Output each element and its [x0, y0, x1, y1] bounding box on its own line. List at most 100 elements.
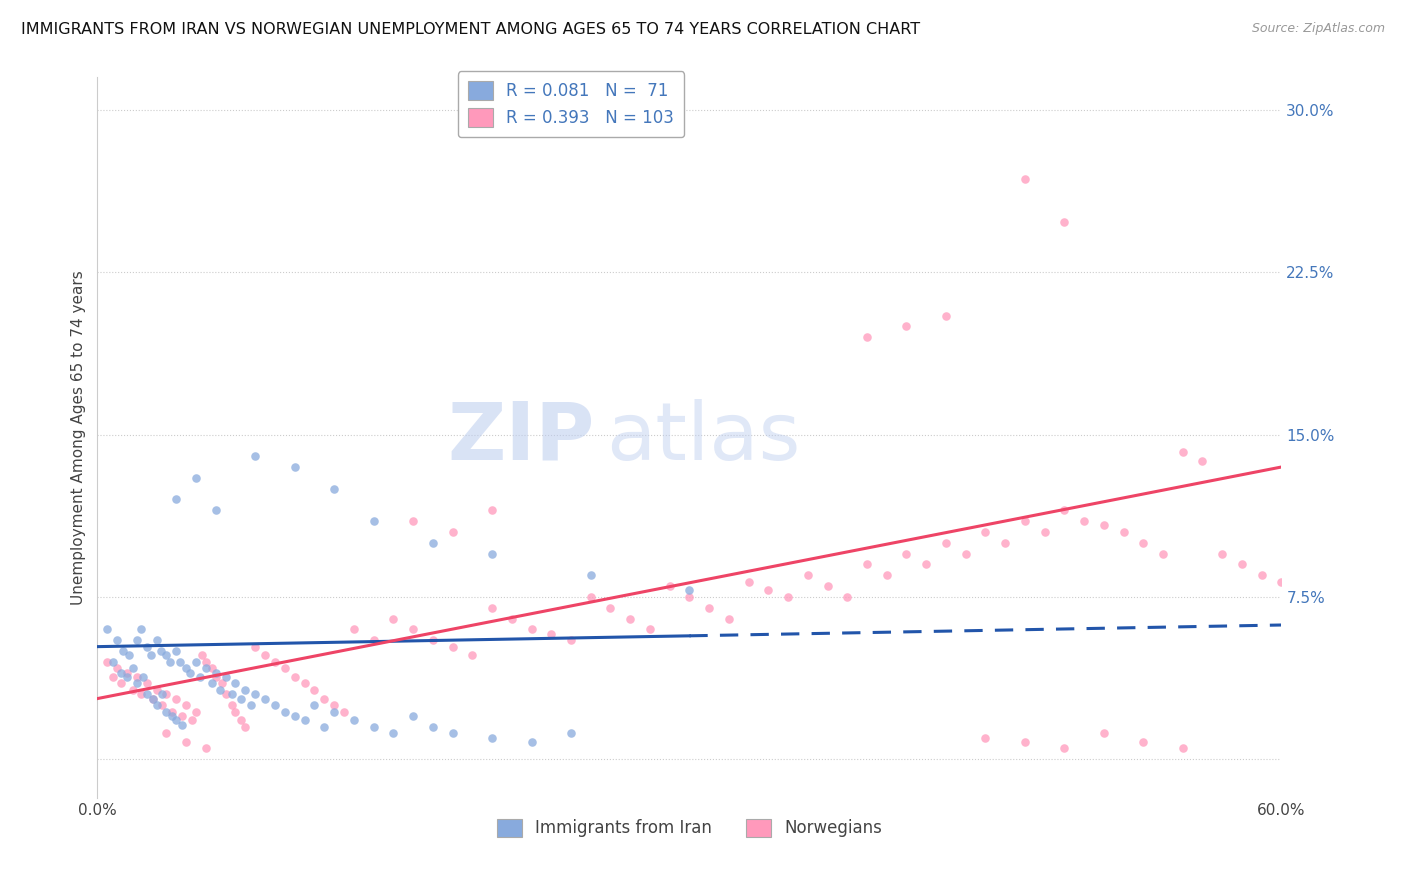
Point	[204, 503, 226, 517]
Point	[1171, 741, 1194, 756]
Point	[174, 661, 197, 675]
Point	[1152, 547, 1174, 561]
Point	[231, 691, 253, 706]
Point	[422, 633, 444, 648]
Point	[1033, 524, 1056, 539]
Point	[135, 687, 157, 701]
Point	[1014, 735, 1036, 749]
Point	[856, 558, 879, 572]
Point	[382, 611, 405, 625]
Point	[194, 655, 217, 669]
Point	[165, 691, 187, 706]
Point	[179, 665, 201, 680]
Point	[129, 687, 152, 701]
Point	[264, 655, 287, 669]
Point	[194, 741, 217, 756]
Point	[284, 709, 307, 723]
Point	[111, 644, 134, 658]
Point	[817, 579, 839, 593]
Point	[172, 709, 194, 723]
Point	[142, 691, 165, 706]
Point	[125, 670, 148, 684]
Point	[224, 705, 246, 719]
Point	[214, 670, 236, 684]
Point	[314, 720, 336, 734]
Point	[115, 665, 138, 680]
Point	[323, 482, 346, 496]
Point	[264, 698, 287, 712]
Point	[96, 655, 118, 669]
Point	[129, 623, 152, 637]
Point	[343, 713, 366, 727]
Point	[461, 648, 484, 663]
Point	[105, 661, 128, 675]
Point	[105, 633, 128, 648]
Point	[481, 547, 503, 561]
Point	[115, 670, 138, 684]
Point	[1250, 568, 1272, 582]
Point	[208, 682, 231, 697]
Point	[955, 547, 977, 561]
Y-axis label: Unemployment Among Ages 65 to 74 years: Unemployment Among Ages 65 to 74 years	[72, 270, 86, 605]
Point	[481, 731, 503, 745]
Point	[101, 670, 124, 684]
Point	[165, 713, 187, 727]
Point	[501, 611, 523, 625]
Point	[101, 655, 124, 669]
Point	[169, 655, 191, 669]
Point	[194, 661, 217, 675]
Point	[579, 568, 602, 582]
Point	[697, 600, 720, 615]
Point	[481, 503, 503, 517]
Point	[162, 709, 184, 723]
Point	[876, 568, 898, 582]
Point	[188, 670, 211, 684]
Point	[1132, 735, 1154, 749]
Point	[284, 670, 307, 684]
Point	[1053, 503, 1076, 517]
Point	[658, 579, 681, 593]
Point	[142, 691, 165, 706]
Point	[1053, 215, 1076, 229]
Point	[1014, 514, 1036, 528]
Point	[122, 682, 145, 697]
Point	[441, 524, 464, 539]
Point	[363, 633, 385, 648]
Point	[560, 726, 582, 740]
Point	[145, 698, 167, 712]
Point	[155, 687, 177, 701]
Point	[172, 717, 194, 731]
Point	[184, 655, 207, 669]
Point	[155, 726, 177, 740]
Point	[1053, 741, 1076, 756]
Point	[935, 309, 957, 323]
Point	[235, 720, 257, 734]
Point	[304, 698, 326, 712]
Point	[274, 661, 297, 675]
Point	[221, 687, 243, 701]
Point	[776, 590, 799, 604]
Point	[221, 698, 243, 712]
Point	[1171, 445, 1194, 459]
Point	[159, 655, 181, 669]
Point	[896, 547, 918, 561]
Point	[294, 676, 316, 690]
Point	[214, 687, 236, 701]
Point	[1211, 547, 1233, 561]
Point	[382, 726, 405, 740]
Point	[1191, 453, 1213, 467]
Point	[245, 449, 267, 463]
Point	[191, 648, 214, 663]
Point	[165, 492, 187, 507]
Point	[135, 676, 157, 690]
Point	[174, 735, 197, 749]
Point	[402, 709, 425, 723]
Point	[638, 623, 661, 637]
Point	[560, 633, 582, 648]
Point	[118, 648, 141, 663]
Text: Source: ZipAtlas.com: Source: ZipAtlas.com	[1251, 22, 1385, 36]
Point	[520, 735, 543, 749]
Point	[540, 626, 562, 640]
Point	[96, 623, 118, 637]
Point	[1092, 518, 1115, 533]
